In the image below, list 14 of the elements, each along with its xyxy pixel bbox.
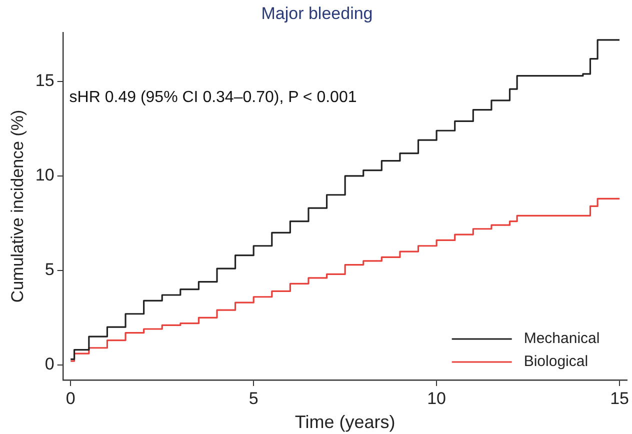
y-axis-title: Cumulative incidence (%) [8, 110, 27, 303]
y-tick-label: 5 [44, 260, 54, 280]
x-tick-label: 15 [610, 388, 629, 408]
y-tick-label: 0 [44, 354, 54, 374]
y-tick-label: 10 [35, 166, 54, 185]
chart-title: Major bleeding [261, 4, 373, 23]
x-axis-title: Time (years) [294, 412, 396, 432]
legend-label: Biological [524, 353, 588, 370]
legend-label: Mechanical [524, 330, 600, 348]
annotation: sHR 0.49 (95% CI 0.34–0.70), P < 0.001 [69, 88, 357, 106]
x-tick-label: 0 [66, 388, 76, 408]
x-tick-label: 5 [248, 388, 258, 408]
y-tick-label: 15 [35, 71, 54, 90]
x-tick-label: 10 [427, 388, 446, 408]
